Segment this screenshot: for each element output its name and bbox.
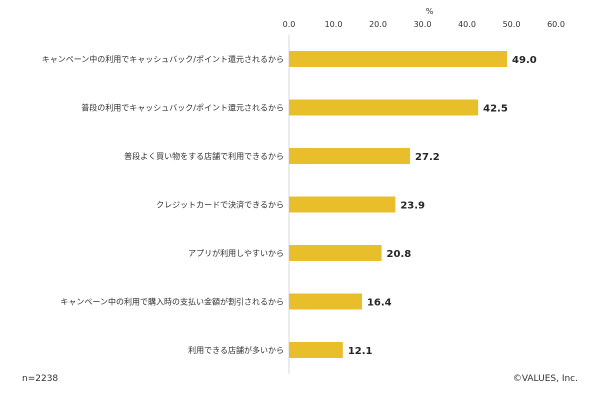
- x-tick-label: 30.0: [414, 20, 432, 29]
- x-tick-label: 10.0: [325, 20, 343, 29]
- bar: [289, 196, 396, 213]
- data-label: 20.8: [387, 249, 412, 260]
- data-label: 12.1: [348, 346, 373, 357]
- x-tick-label: 20.0: [369, 20, 387, 29]
- data-label: 49.0: [512, 55, 537, 66]
- category-label: キャンペーン中の利用で購入時の支払い金額が割引されるから: [60, 297, 284, 307]
- bar: [289, 148, 411, 164]
- x-tick-label: 60.0: [547, 20, 565, 29]
- sample-size-note: n=2238: [22, 374, 59, 384]
- category-label: 利用できる店舗が多いから: [188, 345, 284, 355]
- data-label: 42.5: [483, 104, 508, 115]
- bar: [289, 342, 343, 358]
- category-label: 普段よく買い物をする店舗で利用できるから: [124, 151, 284, 161]
- category-label: アプリが利用しやすいから: [188, 248, 284, 258]
- data-label: 16.4: [367, 298, 392, 309]
- x-tick-label: 50.0: [503, 20, 521, 29]
- bar: [289, 99, 479, 116]
- data-label: 27.2: [415, 152, 440, 163]
- bar: [289, 245, 382, 261]
- bar: [289, 51, 508, 67]
- x-tick-label: 40.0: [458, 20, 476, 29]
- category-label: クレジットカードで決済できるから: [156, 200, 284, 210]
- copyright-credit: ©VALUES, Inc.: [512, 374, 578, 384]
- axis-unit-label: %: [426, 7, 434, 16]
- category-label: キャンペーン中の利用でキャッシュバック/ポイント還元されるから: [42, 54, 284, 64]
- category-label: 普段の利用でキャッシュバック/ポイント還元されるから: [81, 103, 284, 113]
- x-tick-label: 0.0: [283, 20, 296, 29]
- data-label: 23.9: [400, 201, 425, 212]
- bar: [289, 293, 362, 310]
